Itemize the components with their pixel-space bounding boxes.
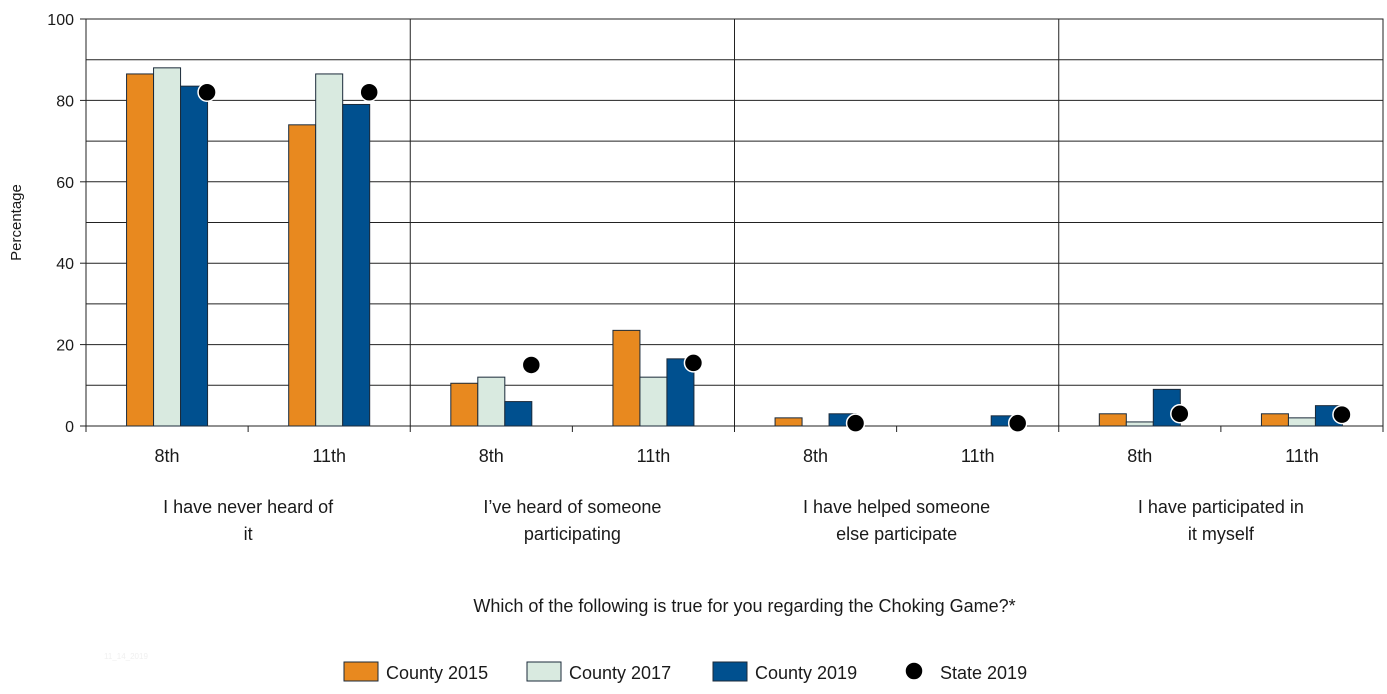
marker-state-2019 — [683, 353, 704, 373]
x-category-label: 8th — [155, 446, 180, 466]
bar-county-2017 — [1287, 417, 1316, 427]
y-tick-label: 0 — [65, 419, 74, 436]
marker-state-2019 — [1170, 404, 1190, 424]
group-label: I have helped someone — [803, 497, 990, 517]
legend-swatch-county-2017 — [526, 661, 562, 682]
bar-county-2015 — [126, 73, 155, 427]
marker-state-2019 — [197, 82, 217, 103]
group-label: participating — [524, 524, 621, 544]
legend-swatch-state-2019 — [904, 661, 924, 681]
bar-county-2017 — [1125, 421, 1154, 427]
y-tick-label: 60 — [56, 175, 74, 192]
y-tick-label: 40 — [56, 256, 74, 273]
marker-state-2019 — [1007, 413, 1028, 433]
bar-county-2015 — [288, 124, 317, 427]
group-label: else participate — [836, 524, 957, 544]
bar-county-2015 — [450, 382, 479, 427]
x-category-label: 11th — [312, 446, 346, 466]
legend-label-county-2019: County 2019 — [755, 663, 857, 683]
bar-county-2015 — [612, 329, 641, 427]
bar-county-2017 — [639, 376, 668, 427]
legend-label-county-2017: County 2017 — [569, 663, 671, 683]
bar-county-2019 — [504, 401, 533, 427]
legend-swatch-county-2015 — [343, 661, 379, 682]
bar-county-2017 — [315, 73, 344, 427]
marker-state-2019 — [359, 82, 379, 103]
group-label: I’ve heard of someone — [483, 497, 661, 517]
y-tick-label: 20 — [56, 338, 74, 355]
x-axis-title: Which of the following is true for you r… — [473, 596, 1015, 616]
group-label: it myself — [1188, 524, 1255, 544]
marker-state-2019 — [521, 355, 542, 375]
group-label: it — [244, 524, 253, 544]
bar-county-2015 — [1098, 413, 1127, 427]
bar-county-2017 — [477, 376, 506, 427]
group-label: I have never heard of — [163, 497, 334, 517]
legend-swatch-county-2019 — [712, 661, 748, 682]
marker-state-2019 — [845, 413, 866, 433]
bar-county-2019 — [180, 85, 209, 427]
marker-state-2019 — [1332, 404, 1352, 425]
x-category-label: 11th — [637, 446, 671, 466]
legend-label-state-2019: State 2019 — [940, 663, 1027, 683]
bar-county-2015 — [1260, 413, 1289, 427]
legend-label-county-2015: County 2015 — [386, 663, 488, 683]
x-category-label: 8th — [479, 446, 504, 466]
y-axis-title: Percentage — [8, 184, 25, 261]
x-category-label: 8th — [1127, 446, 1152, 466]
watermark-text: 11_14_2019 — [104, 652, 148, 661]
x-category-label: 11th — [1285, 446, 1319, 466]
bar-county-2017 — [153, 67, 182, 427]
y-tick-label: 80 — [56, 93, 74, 110]
bar-county-2019 — [342, 103, 371, 427]
x-category-label: 11th — [961, 446, 995, 466]
bar-county-2015 — [774, 417, 803, 427]
x-category-label: 8th — [803, 446, 828, 466]
y-tick-label: 100 — [47, 12, 74, 29]
group-label: I have participated in — [1138, 497, 1304, 517]
